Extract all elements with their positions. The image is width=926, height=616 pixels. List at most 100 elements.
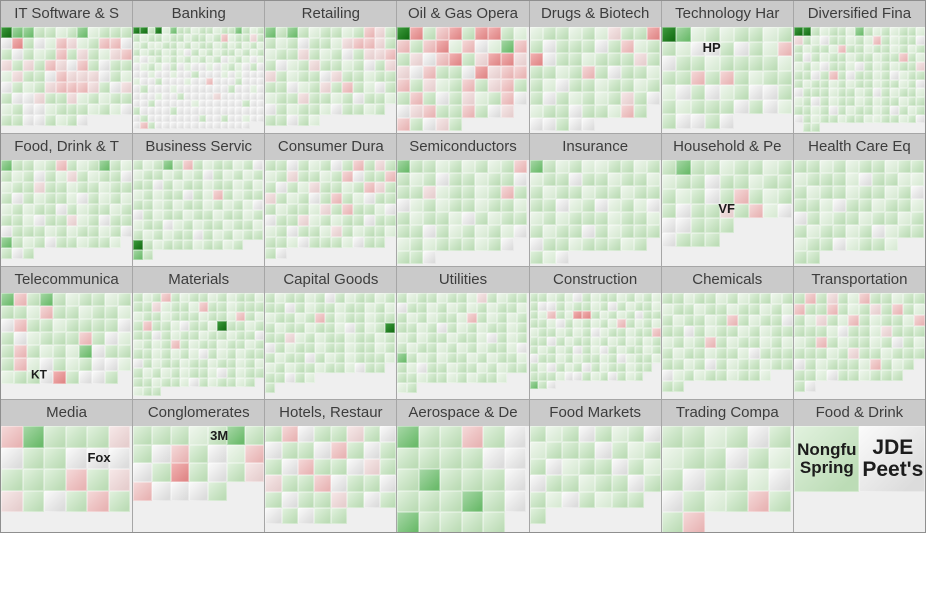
stock-tile[interactable] xyxy=(661,232,677,247)
stock-tile[interactable] xyxy=(162,121,170,130)
stock-tile[interactable] xyxy=(538,371,548,381)
stock-tile[interactable] xyxy=(719,174,735,189)
stock-tile[interactable] xyxy=(690,56,706,71)
stock-tile[interactable] xyxy=(133,482,152,501)
stock-tile[interactable] xyxy=(213,114,221,122)
stock-tile[interactable] xyxy=(872,70,882,80)
stock-tile[interactable] xyxy=(198,27,206,35)
stock-tile[interactable] xyxy=(828,70,838,80)
stock-tile[interactable] xyxy=(661,447,684,469)
stock-tile[interactable] xyxy=(198,358,209,369)
stock-tile[interactable] xyxy=(855,62,864,71)
stock-tile[interactable] xyxy=(265,49,277,60)
stock-tile[interactable] xyxy=(611,491,628,508)
stock-tile[interactable] xyxy=(140,121,148,130)
stock-tile[interactable] xyxy=(488,105,502,118)
stock-tile[interactable] xyxy=(374,182,386,193)
stock-tile[interactable] xyxy=(385,160,397,171)
stock-tile[interactable] xyxy=(205,107,214,115)
stock-tile[interactable] xyxy=(217,321,227,331)
stock-tile[interactable] xyxy=(163,240,174,250)
stock-tile[interactable] xyxy=(233,190,244,200)
stock-tile[interactable] xyxy=(815,326,827,337)
stock-tile[interactable] xyxy=(855,114,864,124)
stock-tile[interactable] xyxy=(1,49,12,60)
stock-tile[interactable] xyxy=(694,359,706,370)
stock-tile[interactable] xyxy=(884,199,898,212)
stock-tile[interactable] xyxy=(276,60,288,71)
stock-tile[interactable] xyxy=(147,63,155,71)
stock-tile[interactable] xyxy=(436,27,450,40)
stock-tile[interactable] xyxy=(265,475,282,492)
stock-tile[interactable] xyxy=(811,114,821,124)
stock-tile[interactable] xyxy=(529,105,543,118)
stock-tile[interactable] xyxy=(599,363,609,372)
stock-tile[interactable] xyxy=(235,48,243,57)
stock-tile[interactable] xyxy=(226,444,246,464)
stock-tile[interactable] xyxy=(110,104,122,115)
stock-tile[interactable] xyxy=(170,339,180,350)
stock-tile[interactable] xyxy=(118,345,131,358)
stock-tile[interactable] xyxy=(176,99,185,108)
stock-tile[interactable] xyxy=(573,345,583,355)
stock-tile[interactable] xyxy=(140,41,148,49)
stock-tile[interactable] xyxy=(22,248,34,259)
stock-tile[interactable] xyxy=(423,27,437,40)
stock-tile[interactable] xyxy=(719,85,735,100)
stock-tile[interactable] xyxy=(633,160,647,173)
stock-tile[interactable] xyxy=(330,226,342,237)
stock-tile[interactable] xyxy=(77,82,89,93)
stock-tile[interactable] xyxy=(436,40,450,53)
stock-tile[interactable] xyxy=(461,512,484,532)
stock-tile[interactable] xyxy=(133,293,143,303)
stock-tile[interactable] xyxy=(633,173,647,186)
stock-tile[interactable] xyxy=(837,326,849,337)
stock-tile[interactable] xyxy=(910,225,924,238)
stock-tile[interactable] xyxy=(345,333,356,343)
stock-tile[interactable] xyxy=(163,230,174,240)
stock-tile[interactable] xyxy=(607,66,621,79)
stock-tile[interactable] xyxy=(154,92,163,100)
stock-tile[interactable] xyxy=(417,313,428,323)
stock-tile[interactable] xyxy=(242,56,250,64)
stock-tile[interactable] xyxy=(607,53,621,66)
stock-tile[interactable] xyxy=(133,34,141,42)
stock-tile[interactable] xyxy=(133,220,144,230)
stock-tile[interactable] xyxy=(581,27,595,40)
stock-tile[interactable] xyxy=(881,337,893,348)
stock-tile[interactable] xyxy=(777,174,793,189)
stock-tile[interactable] xyxy=(881,293,893,304)
stock-tile[interactable] xyxy=(676,114,691,129)
stock-tile[interactable] xyxy=(1,426,23,448)
stock-tile[interactable] xyxy=(555,301,565,311)
stock-tile[interactable] xyxy=(811,97,821,106)
stock-tile[interactable] xyxy=(475,212,489,225)
stock-tile[interactable] xyxy=(352,160,364,171)
stock-tile[interactable] xyxy=(890,62,899,71)
stock-tile[interactable] xyxy=(449,225,463,238)
stock-tile[interactable] xyxy=(169,27,177,35)
stock-tile[interactable] xyxy=(858,160,872,173)
stock-tile[interactable] xyxy=(143,180,154,190)
stock-tile[interactable] xyxy=(793,293,805,304)
stock-tile[interactable] xyxy=(916,27,925,36)
stock-tile[interactable] xyxy=(11,215,23,226)
stock-tile[interactable] xyxy=(298,115,309,126)
stock-tile[interactable] xyxy=(11,27,23,38)
stock-tile[interactable] xyxy=(374,171,386,182)
stock-tile[interactable] xyxy=(488,66,502,79)
stock-tile[interactable] xyxy=(488,238,502,251)
stock-tile[interactable] xyxy=(407,313,418,323)
stock-tile[interactable] xyxy=(92,306,105,319)
stock-tile[interactable] xyxy=(308,38,320,49)
stock-tile[interactable] xyxy=(189,463,208,483)
stock-tile[interactable] xyxy=(845,160,859,173)
stock-tile[interactable] xyxy=(233,180,244,190)
stock-tile[interactable] xyxy=(872,35,882,45)
stock-tile[interactable] xyxy=(568,66,582,79)
stock-tile[interactable] xyxy=(363,458,381,476)
stock-tile[interactable] xyxy=(14,358,27,371)
stock-tile[interactable] xyxy=(837,348,849,359)
stock-tile[interactable] xyxy=(213,180,224,190)
stock-tile[interactable] xyxy=(363,104,375,115)
